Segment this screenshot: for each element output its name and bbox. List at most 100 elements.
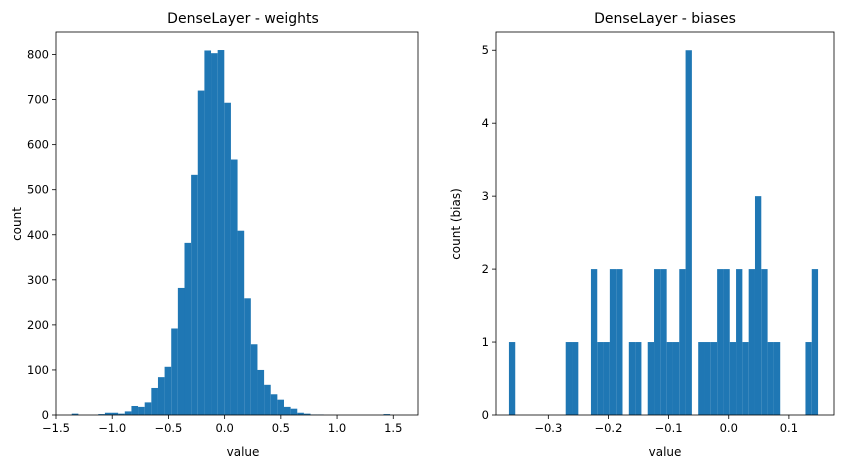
weights-bar-28 — [257, 369, 265, 415]
biases-y-tick-label: 2 — [482, 262, 489, 276]
biases-bar-40 — [761, 269, 768, 415]
biases-bar-17 — [616, 269, 623, 415]
biases-bar-39 — [754, 196, 762, 415]
biases-bar-10 — [572, 342, 579, 415]
weights-bar-30 — [270, 394, 278, 415]
biases-bar-14 — [597, 342, 604, 415]
biases-bar-42 — [773, 342, 781, 415]
weights-y-tick-label: 500 — [27, 183, 49, 197]
biases-chart: DenseLayer - biases −0.3 −0.2 −0.1 0.0 0.1 0… — [449, 11, 835, 459]
weights-bar-15 — [171, 328, 178, 415]
weights-y-tick-label: 0 — [42, 408, 49, 422]
biases-bar-19 — [628, 342, 636, 415]
biases-bar-36 — [736, 269, 743, 415]
weights-bar-10 — [138, 406, 145, 415]
weights-bar-29 — [264, 384, 271, 415]
weights-bar-19 — [197, 90, 205, 415]
biases-bar-20 — [635, 342, 642, 415]
biases-x-tick-label: −0.3 — [534, 421, 562, 435]
weights-bar-22 — [217, 50, 225, 415]
weights-bar-33 — [290, 408, 298, 415]
weights-bar-27 — [250, 344, 258, 415]
weights-bars — [71, 50, 391, 416]
biases-bars — [508, 50, 819, 415]
biases-y-tick-label: 0 — [482, 408, 489, 422]
weights-bar-24 — [230, 159, 238, 415]
biases-bar-0 — [508, 342, 516, 415]
weights-bar-35 — [303, 413, 311, 415]
biases-bar-9 — [565, 342, 573, 415]
biases-x-tick-label: −0.2 — [594, 421, 622, 435]
biases-bar-26 — [672, 342, 680, 415]
biases-y-tick-label: 3 — [482, 189, 489, 203]
weights-y-tick-label: 100 — [27, 363, 49, 377]
weights-bar-9 — [131, 405, 139, 415]
weights-x-ticks: −1.5 −1.0 −0.5 0.0 0.5 1.0 1.5 — [42, 415, 402, 435]
weights-bar-32 — [283, 406, 291, 415]
biases-plot-frame — [495, 31, 835, 416]
biases-bar-31 — [704, 342, 711, 415]
biases-bar-41 — [767, 342, 774, 415]
biases-bar-23 — [654, 269, 661, 415]
biases-bar-35 — [729, 342, 737, 415]
biases-bar-48 — [811, 269, 819, 415]
biases-y-tick-label: 1 — [482, 335, 489, 349]
biases-bar-24 — [660, 269, 667, 415]
biases-bar-30 — [698, 342, 705, 415]
biases-bar-15 — [603, 342, 610, 415]
weights-y-tick-label: 700 — [27, 93, 49, 107]
weights-bar-5 — [104, 412, 112, 415]
biases-bar-25 — [666, 342, 673, 415]
weights-x-tick-label: −1.0 — [98, 421, 126, 435]
weights-bar-7 — [118, 413, 125, 415]
weights-chart-title: DenseLayer - weights — [167, 11, 319, 27]
weights-bar-11 — [144, 402, 152, 415]
biases-bar-27 — [679, 269, 686, 415]
weights-x-tick-label: −1.5 — [42, 421, 70, 435]
weights-bar-14 — [164, 366, 172, 415]
biases-x-tick-label: −0.1 — [655, 421, 683, 435]
biases-bar-28 — [685, 50, 692, 415]
weights-x-tick-label: −0.5 — [154, 421, 182, 435]
weights-bar-8 — [124, 411, 132, 415]
biases-y-ticks: 0 1 2 3 4 5 — [482, 43, 496, 422]
weights-bar-16 — [177, 287, 185, 415]
biases-bar-32 — [710, 342, 718, 415]
weights-x-axis-label: value — [227, 445, 260, 459]
weights-y-axis-label: count — [10, 207, 24, 241]
biases-y-axis-label: count (bias) — [449, 188, 463, 260]
weights-bar-12 — [151, 387, 158, 415]
weights-y-tick-label: 800 — [27, 48, 49, 62]
biases-x-tick-label: 0.0 — [720, 421, 738, 435]
biases-bar-47 — [805, 342, 812, 415]
biases-bar-22 — [647, 342, 655, 415]
biases-y-tick-label: 4 — [482, 116, 489, 130]
biases-y-tick-label: 5 — [482, 43, 489, 57]
biases-x-tick-label: 0.1 — [780, 421, 798, 435]
biases-bar-34 — [723, 269, 730, 415]
weights-x-tick-label: 0.5 — [272, 421, 290, 435]
weights-chart: DenseLayer - weights −1.5 −1.0 −0.5 0.0 0.5 1… — [10, 11, 419, 459]
weights-x-tick-label: 1.5 — [384, 421, 402, 435]
biases-chart-title: DenseLayer - biases — [594, 11, 736, 27]
weights-x-tick-label: 1.0 — [328, 421, 346, 435]
biases-bar-37 — [742, 342, 749, 415]
biases-bar-33 — [717, 269, 724, 415]
weights-x-tick-label: 0.0 — [215, 421, 233, 435]
biases-bar-38 — [748, 269, 755, 415]
weights-y-tick-label: 200 — [27, 318, 49, 332]
weights-y-ticks: 0 100 200 300 400 500 600 700 800 — [27, 48, 56, 422]
weights-plot-frame — [55, 31, 419, 416]
weights-bar-25 — [237, 230, 245, 415]
weights-bar-13 — [157, 377, 165, 415]
weights-bar-6 — [111, 412, 119, 415]
weights-bar-18 — [191, 174, 198, 415]
biases-x-ticks: −0.3 −0.2 −0.1 0.0 0.1 — [534, 415, 798, 435]
weights-bar-31 — [277, 399, 284, 415]
weights-y-tick-label: 400 — [27, 228, 49, 242]
weights-y-tick-label: 600 — [27, 138, 49, 152]
weights-bar-0 — [71, 413, 79, 415]
weights-bar-17 — [184, 242, 192, 415]
biases-bar-16 — [609, 269, 617, 415]
